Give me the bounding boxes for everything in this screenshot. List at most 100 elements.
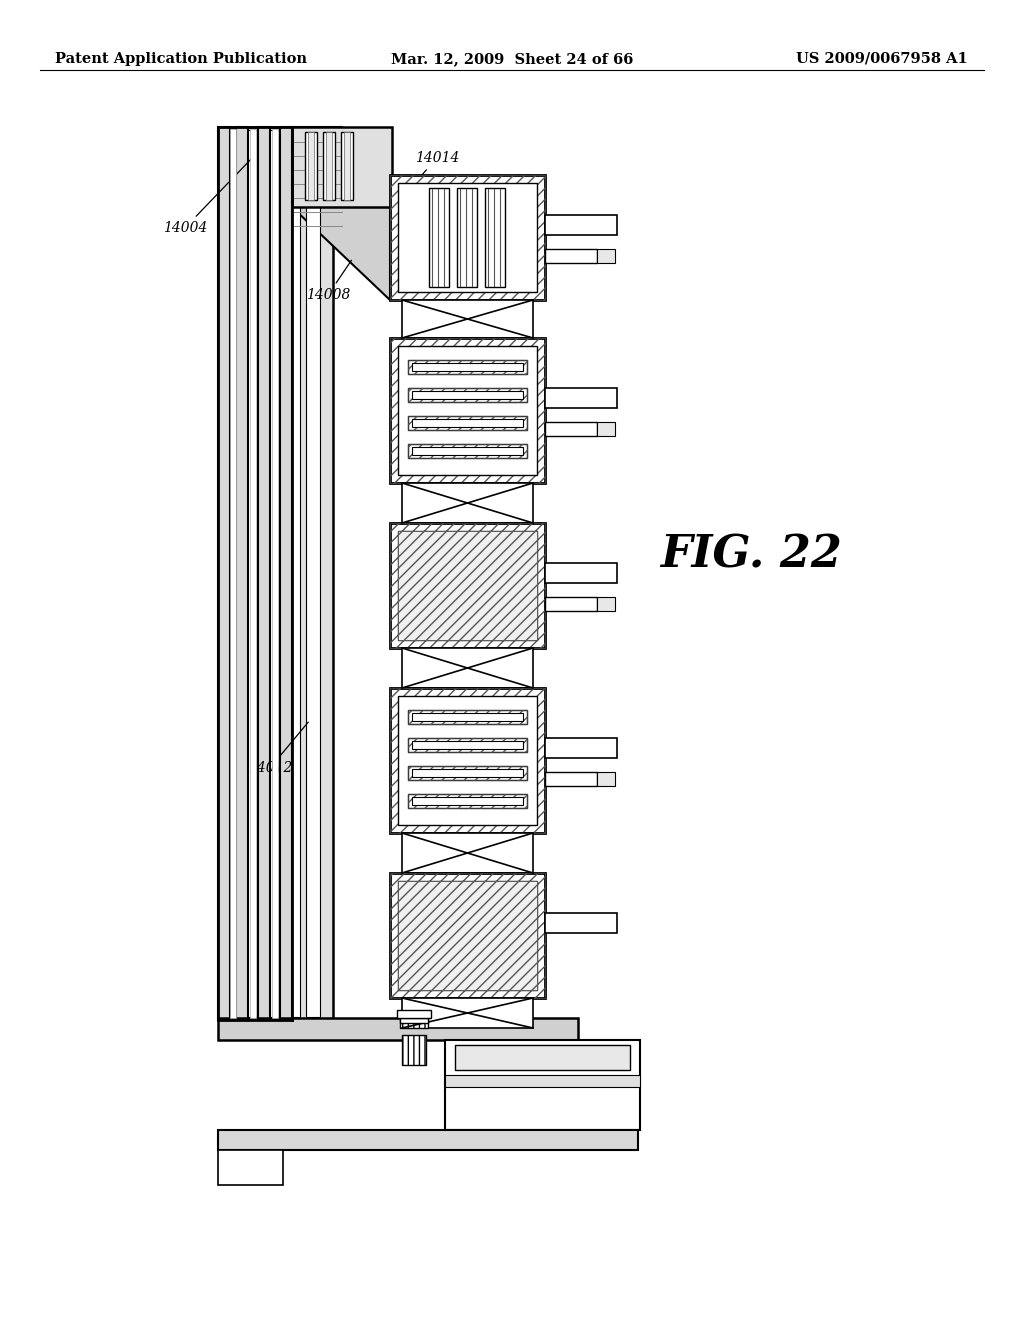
Bar — [412, 797, 523, 805]
Bar — [485, 187, 505, 286]
Bar — [597, 422, 615, 436]
Bar — [408, 360, 527, 374]
Bar — [398, 880, 537, 990]
Bar — [408, 388, 527, 403]
Bar — [408, 738, 527, 752]
Text: 14008: 14008 — [306, 260, 351, 302]
Bar — [292, 127, 392, 207]
Bar — [408, 416, 527, 430]
Bar — [597, 772, 615, 785]
Bar — [280, 127, 292, 1020]
Bar — [545, 388, 617, 408]
Bar — [457, 187, 477, 286]
Bar — [390, 873, 545, 998]
Bar — [246, 129, 260, 1016]
Bar — [429, 187, 449, 286]
Bar — [408, 444, 527, 458]
Bar — [390, 338, 545, 483]
Bar — [408, 710, 527, 723]
Bar — [323, 132, 335, 201]
Bar — [408, 795, 527, 808]
Bar — [412, 363, 523, 371]
Bar — [341, 132, 353, 201]
Bar — [545, 772, 597, 785]
Bar — [398, 346, 537, 475]
Bar — [250, 129, 256, 1018]
Bar — [408, 444, 527, 458]
Bar — [226, 129, 240, 1016]
Bar — [408, 766, 527, 780]
Bar — [398, 880, 537, 990]
Bar — [455, 1045, 630, 1071]
Bar — [445, 1074, 640, 1086]
Bar — [390, 688, 545, 833]
Bar — [445, 1040, 640, 1130]
Bar — [408, 416, 527, 430]
Text: Mar. 12, 2009  Sheet 24 of 66: Mar. 12, 2009 Sheet 24 of 66 — [391, 51, 633, 66]
Bar — [597, 597, 615, 611]
Bar — [402, 998, 534, 1028]
Bar — [402, 483, 534, 523]
Bar — [412, 418, 523, 426]
Bar — [402, 833, 534, 873]
Bar — [402, 648, 534, 688]
Bar — [408, 360, 527, 374]
Bar — [412, 770, 523, 777]
Bar — [408, 710, 527, 723]
Text: Patent Application Publication: Patent Application Publication — [55, 51, 307, 66]
Text: 14004: 14004 — [163, 157, 253, 235]
Bar — [390, 176, 545, 300]
Bar — [545, 597, 597, 611]
Bar — [258, 127, 270, 1020]
Bar — [545, 913, 617, 933]
Bar — [412, 447, 523, 455]
Bar — [218, 1130, 638, 1150]
Bar — [408, 738, 527, 752]
Bar — [412, 713, 523, 721]
Bar — [306, 129, 319, 1016]
Bar — [597, 249, 615, 263]
Bar — [545, 564, 617, 583]
Bar — [305, 132, 317, 201]
Text: US 2009/0067958 A1: US 2009/0067958 A1 — [797, 51, 968, 66]
Bar — [230, 129, 236, 1018]
Bar — [272, 129, 278, 1018]
Bar — [412, 741, 523, 748]
Bar — [398, 531, 537, 640]
Bar — [408, 388, 527, 403]
Bar — [398, 183, 537, 292]
Bar — [390, 338, 545, 483]
Bar — [218, 127, 230, 1020]
Bar — [218, 1150, 283, 1185]
Polygon shape — [292, 127, 390, 300]
Bar — [326, 132, 332, 201]
Bar — [236, 127, 248, 1020]
Bar — [218, 1018, 578, 1040]
Bar — [397, 1010, 431, 1018]
Bar — [545, 738, 617, 758]
Bar — [218, 127, 333, 1020]
Bar — [398, 696, 537, 825]
Bar — [400, 1018, 428, 1023]
Bar — [390, 688, 545, 833]
Bar — [408, 795, 527, 808]
Bar — [398, 531, 537, 640]
Bar — [545, 249, 597, 263]
Bar — [266, 129, 280, 1016]
Bar — [390, 523, 545, 648]
Text: 14012: 14012 — [248, 722, 308, 775]
Bar — [390, 176, 545, 300]
Bar — [412, 391, 523, 399]
Text: FIG. 22: FIG. 22 — [660, 533, 842, 577]
Text: 14014: 14014 — [394, 150, 460, 206]
Bar — [344, 132, 350, 201]
Bar — [308, 132, 314, 201]
Bar — [402, 300, 534, 338]
Bar — [402, 1035, 426, 1065]
Bar — [400, 1018, 428, 1028]
Bar — [286, 129, 300, 1016]
Bar — [545, 422, 597, 436]
Bar — [390, 873, 545, 998]
Bar — [545, 215, 617, 235]
Bar — [408, 766, 527, 780]
